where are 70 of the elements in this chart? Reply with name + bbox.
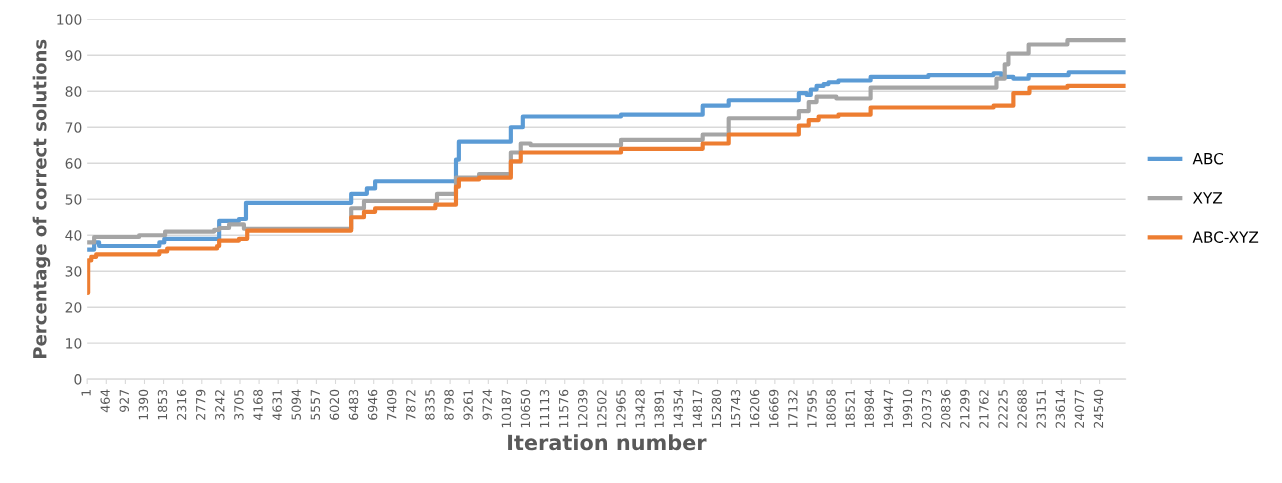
x-tick-label: 11113 <box>539 389 550 428</box>
x-tick-label: 16669 <box>769 389 779 428</box>
x-tick-label: 12502 <box>597 390 607 428</box>
y-tick-label: 60 <box>65 158 82 169</box>
x-tick-label: 15743 <box>730 389 741 428</box>
x-tick-label: 4168 <box>253 389 263 421</box>
y-axis-title: Percentage of correct solutions <box>32 39 51 358</box>
x-tick-label: 17595 <box>807 389 817 428</box>
x-tick-label: 2779 <box>195 389 206 420</box>
x-axis-title: Iteration number <box>508 434 707 451</box>
x-tick-label: 14817 <box>692 389 703 428</box>
x-tick-label: 16206 <box>749 389 760 428</box>
y-tick-label: 100 <box>57 14 82 25</box>
x-tick-label: 5094 <box>291 389 301 420</box>
x-tick-label: 1 <box>81 390 91 396</box>
x-tick-label: 3242 <box>215 390 225 420</box>
x-tick-label: 3705 <box>234 389 244 420</box>
x-tick-label: 19910 <box>902 389 913 428</box>
x-tick-label: 9724 <box>482 389 492 420</box>
x-tick-label: 23151 <box>1036 390 1046 428</box>
x-tick-label: 12039 <box>578 389 588 428</box>
x-tick-label: 13891 <box>654 390 664 428</box>
y-tick-label: 80 <box>65 86 82 97</box>
x-tick-label: 1853 <box>157 389 168 420</box>
x-tick-label: 21762 <box>979 390 989 428</box>
x-tick-label: 7409 <box>386 389 397 420</box>
x-tick-label: 10650 <box>520 389 531 428</box>
x-tick-label: 927 <box>119 389 130 412</box>
x-tick-label: 18058 <box>826 389 836 428</box>
x-tick-label: 22225 <box>998 389 1008 428</box>
x-tick-label: 4631 <box>272 390 282 421</box>
x-tick-label: 2316 <box>176 389 187 420</box>
y-tick-label: 20 <box>65 302 82 313</box>
y-tick-label: 0 <box>74 374 82 385</box>
x-tick-label: 22688 <box>1017 389 1027 428</box>
x-tick-label: 18521 <box>845 390 855 428</box>
x-tick-label: 12965 <box>616 389 626 428</box>
x-tick-label: 6020 <box>329 389 340 420</box>
x-tick-label: 6483 <box>348 389 359 420</box>
legend-label: ABC-XYZ <box>1192 231 1259 243</box>
x-tick-label: 5557 <box>310 389 321 420</box>
legend-label: ABC <box>1192 152 1224 165</box>
x-tick-label: 20373 <box>921 389 932 428</box>
x-tick-label: 10187 <box>501 389 512 428</box>
y-tick-label: 40 <box>65 230 82 241</box>
x-tick-label: 13428 <box>635 389 645 428</box>
x-tick-label: 11576 <box>558 389 569 428</box>
y-tick-label: 90 <box>65 50 82 61</box>
legend-label: XYZ <box>1192 192 1223 204</box>
x-tick-label: 24077 <box>1074 389 1085 428</box>
x-tick-label: 8335 <box>425 389 435 420</box>
x-tick-label: 8798 <box>444 389 454 420</box>
y-tick-label: 10 <box>66 338 82 349</box>
x-tick-label: 6946 <box>367 389 378 420</box>
x-tick-label: 21299 <box>960 389 970 428</box>
y-tick-label: 70 <box>65 122 82 133</box>
x-tick-label: 23614 <box>1055 389 1066 428</box>
x-tick-label: 18984 <box>864 389 874 428</box>
x-tick-label: 17132 <box>788 390 798 428</box>
x-tick-label: 7872 <box>406 390 416 420</box>
x-tick-label: 464 <box>100 389 110 413</box>
x-tick-label: 19447 <box>883 389 894 428</box>
x-tick-label: 9261 <box>463 390 473 420</box>
x-tick-label: 24540 <box>1093 389 1104 428</box>
x-tick-label: 15280 <box>711 389 722 428</box>
x-tick-label: 20836 <box>940 389 951 428</box>
y-tick-label: 50 <box>65 194 82 205</box>
x-tick-label: 1390 <box>138 389 149 420</box>
y-tick-label: 30 <box>65 266 82 277</box>
x-tick-label: 14354 <box>673 389 683 428</box>
